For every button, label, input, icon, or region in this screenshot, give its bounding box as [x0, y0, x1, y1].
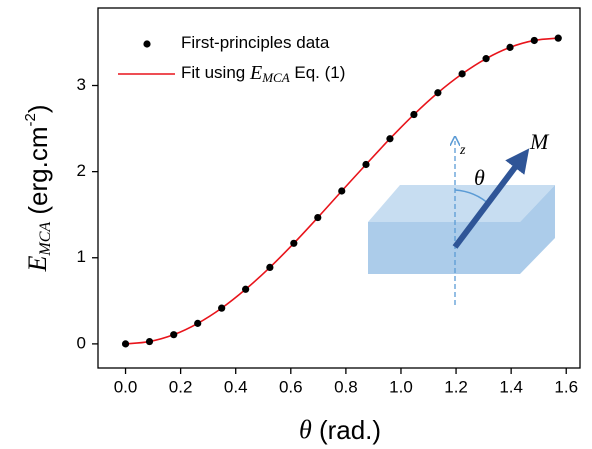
legend-label: First-principles data	[181, 33, 330, 52]
y-tick-label: 2	[77, 161, 86, 180]
data-point	[290, 239, 298, 247]
data-point	[386, 135, 394, 143]
data-point	[145, 337, 154, 346]
y-label-exponent: -2	[22, 113, 39, 126]
data-point	[218, 304, 226, 312]
x-tick-label: 1.6	[554, 377, 578, 396]
y-label-close: )	[23, 104, 53, 113]
x-tick-label: 1.0	[389, 377, 413, 396]
y-tick-label: 0	[77, 333, 86, 352]
data-point	[266, 263, 274, 272]
y-label-symbol: E	[23, 256, 52, 273]
plot-frame	[97, 7, 581, 369]
y-label-subscript: MCA	[37, 222, 54, 257]
data-point	[482, 55, 490, 63]
y-label-unit: (erg.cm	[23, 127, 53, 222]
data-point	[194, 319, 202, 327]
slab-front	[368, 222, 520, 274]
data-point	[410, 110, 418, 119]
data-point	[530, 36, 538, 45]
legend-text-part: First-principles data	[181, 33, 330, 52]
y-tick-label: 1	[77, 247, 86, 266]
inset: z θ M	[368, 129, 555, 305]
data-point	[434, 89, 442, 97]
data-point	[362, 160, 370, 169]
x-tick-label: 0.8	[334, 377, 358, 396]
theta-label: θ	[474, 165, 485, 190]
data-point	[554, 34, 562, 42]
data-point	[121, 340, 130, 348]
legend-text-part: Fit using	[181, 63, 250, 82]
slab-side	[520, 185, 555, 274]
y-tick-label: 3	[77, 75, 86, 94]
x-tick-label: 1.4	[499, 377, 523, 396]
legend-label: Fit using EMCA Eq. (1)	[181, 62, 345, 85]
x-tick-label: 0.0	[114, 377, 138, 396]
data-point	[170, 331, 178, 339]
data-point	[314, 213, 322, 222]
x-axis-label: θ (rad.)	[299, 415, 381, 445]
x-tick-label: 0.6	[279, 377, 303, 396]
x-label-unit: (rad.)	[312, 415, 381, 445]
data-point	[458, 70, 466, 78]
y-axis-label: EMCA (erg.cm-2)	[22, 104, 54, 272]
x-label-symbol: θ	[299, 415, 312, 444]
data-point	[506, 43, 514, 51]
legend-marker	[143, 40, 151, 48]
legend-text-part: E	[249, 62, 262, 84]
x-tick-label: 1.2	[444, 377, 468, 396]
data-point	[242, 285, 250, 293]
legend-text-part: Eq. (1)	[290, 63, 346, 82]
m-label: M	[529, 129, 550, 154]
legend-text-part: MCA	[261, 70, 290, 85]
slab-top	[368, 185, 555, 222]
m-arrow	[452, 148, 530, 249]
z-label: z	[459, 143, 466, 158]
x-tick-label: 0.4	[224, 377, 248, 396]
x-tick-label: 0.2	[169, 377, 193, 396]
data-point	[338, 187, 346, 195]
